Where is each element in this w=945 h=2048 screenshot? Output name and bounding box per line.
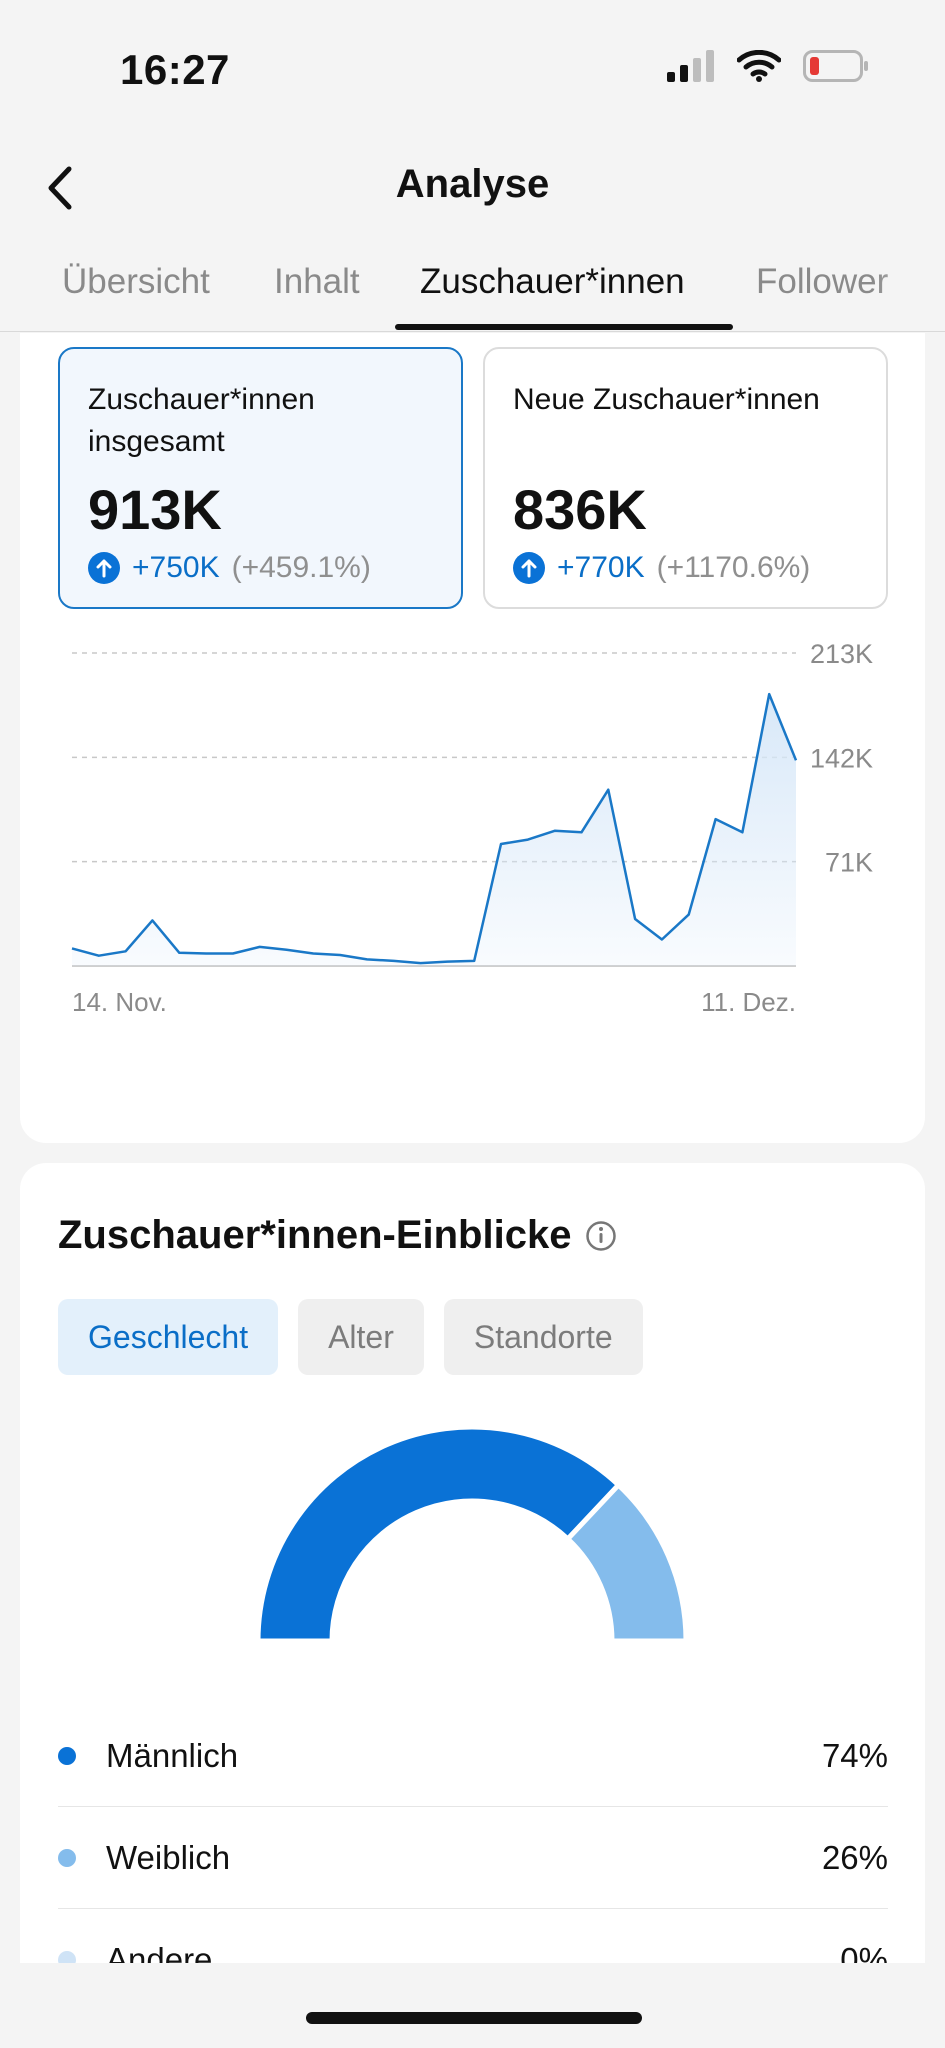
chart-point xyxy=(338,953,342,957)
chart-point xyxy=(97,954,101,958)
active-tab-indicator xyxy=(395,324,733,330)
stat-change-value: +770K xyxy=(557,551,645,584)
nav-bar: Analyse xyxy=(0,140,945,236)
chart-y-tick-label: 213K xyxy=(810,639,873,669)
filter-gender[interactable]: Geschlecht xyxy=(58,1299,279,1375)
stat-value: 836K xyxy=(513,478,647,541)
chart-point xyxy=(177,951,181,955)
donut-segment-0 xyxy=(255,1425,623,1644)
chart-point xyxy=(740,830,744,834)
legend-dot xyxy=(58,1951,76,1963)
chart-point xyxy=(445,960,449,964)
stat-change: +770K (+1170.6%) xyxy=(513,551,810,585)
chart-point xyxy=(70,946,74,950)
legend-label: Andere xyxy=(106,1941,213,1963)
page-title: Analyse xyxy=(395,162,550,206)
legend-value: 74% xyxy=(821,1736,888,1774)
legend-label: Männlich xyxy=(106,1736,239,1774)
chart-point xyxy=(767,692,771,696)
chart-point xyxy=(633,917,637,921)
legend-value: 26% xyxy=(821,1838,888,1876)
donut-segment-1 xyxy=(564,1481,689,1644)
insights-title-text: Zuschauer*innen-Einblicke xyxy=(58,1213,572,1257)
chart-point xyxy=(526,838,530,842)
tab-viewers[interactable]: Zuschauer*innen xyxy=(420,262,685,301)
chart-x-end-label: 11. Dez. xyxy=(701,987,796,1017)
chart-point xyxy=(714,817,718,821)
legend-value: 0% xyxy=(840,1941,888,1963)
chart-area-fill xyxy=(72,694,796,966)
chart-point xyxy=(660,938,664,942)
chart-point xyxy=(204,952,208,956)
legend-row-female: Weiblich 26% xyxy=(58,1807,888,1909)
chart-point xyxy=(553,829,557,833)
info-circle-icon[interactable] xyxy=(585,1220,617,1252)
insights-filter: Geschlecht Alter Standorte xyxy=(58,1299,643,1375)
tab-followers[interactable]: Follower xyxy=(756,262,889,301)
tab-bar: Übersicht Inhalt Zuschauer*innen Followe… xyxy=(0,236,945,332)
tab-content[interactable]: Inhalt xyxy=(274,262,360,301)
stat-card-new-viewers[interactable]: Neue Zuschauer*innen 836K +770K (+1170.6… xyxy=(483,347,888,609)
tabs-fade xyxy=(875,236,945,331)
back-button[interactable] xyxy=(30,158,90,218)
wifi-icon xyxy=(737,50,781,82)
chart-point xyxy=(606,788,610,792)
gender-donut-chart xyxy=(255,1425,689,1644)
stat-label: Neue Zuschauer*innen xyxy=(513,383,820,416)
stat-value: 913K xyxy=(88,478,222,541)
chart-point xyxy=(285,948,289,952)
stat-change-value: +750K xyxy=(132,551,220,584)
battery-low-icon xyxy=(803,50,868,82)
chart-point xyxy=(365,957,369,961)
insights-card: Zuschauer*innen-Einblicke Geschlecht Alt… xyxy=(20,1163,925,1963)
chart-point xyxy=(419,961,423,965)
chart-point xyxy=(472,959,476,963)
stat-label: Zuschauer*innen insgesamt xyxy=(88,383,315,458)
chart-point xyxy=(579,830,583,834)
chart-y-tick-label: 142K xyxy=(810,743,873,773)
home-indicator[interactable] xyxy=(306,2012,642,2024)
legend-label: Weiblich xyxy=(106,1838,231,1876)
chart-point xyxy=(231,952,235,956)
chart-point xyxy=(687,913,691,917)
arrow-up-circle-icon xyxy=(513,552,545,584)
stat-change-percent: (+1170.6%) xyxy=(656,551,811,584)
stat-change: +750K (+459.1%) xyxy=(88,551,371,585)
arrow-up-circle-icon xyxy=(88,552,120,584)
legend-row-other: Andere 0% xyxy=(58,1909,888,1963)
chevron-left-icon xyxy=(48,166,72,210)
gender-legend: Männlich 74% Weiblich 26% Andere 0% xyxy=(58,1705,888,1963)
chart-point xyxy=(499,842,503,846)
insights-title: Zuschauer*innen-Einblicke xyxy=(58,1213,617,1258)
chart-point xyxy=(150,918,154,922)
filter-age[interactable]: Alter xyxy=(298,1299,424,1375)
cellular-signal-icon xyxy=(667,50,714,82)
chart-point xyxy=(124,949,128,953)
chart-x-start-label: 14. Nov. xyxy=(72,987,167,1017)
viewers-card: Zuschauer*innen insgesamt 913K +750K (+4… xyxy=(20,333,925,1143)
chart-point xyxy=(311,952,315,956)
viewers-chart[interactable]: 213K 142K 71K 14. Nov. 11. Dez. xyxy=(20,633,925,1103)
chart-point xyxy=(392,959,396,963)
chart-y-tick-label: 71K xyxy=(825,848,873,878)
stat-change-percent: (+459.1%) xyxy=(231,551,371,584)
status-time: 16:27 xyxy=(120,46,230,93)
legend-dot xyxy=(58,1746,76,1765)
chart-point xyxy=(794,758,798,762)
legend-row-male: Männlich 74% xyxy=(58,1705,888,1807)
filter-locations[interactable]: Standorte xyxy=(443,1299,643,1375)
status-icons xyxy=(667,50,869,82)
stat-card-total-viewers[interactable]: Zuschauer*innen insgesamt 913K +750K (+4… xyxy=(58,347,463,609)
tab-overview[interactable]: Übersicht xyxy=(62,262,210,301)
legend-dot xyxy=(58,1848,76,1867)
chart-point xyxy=(258,945,262,949)
chart-series-line xyxy=(71,692,798,965)
status-bar: 16:27 xyxy=(0,0,945,140)
